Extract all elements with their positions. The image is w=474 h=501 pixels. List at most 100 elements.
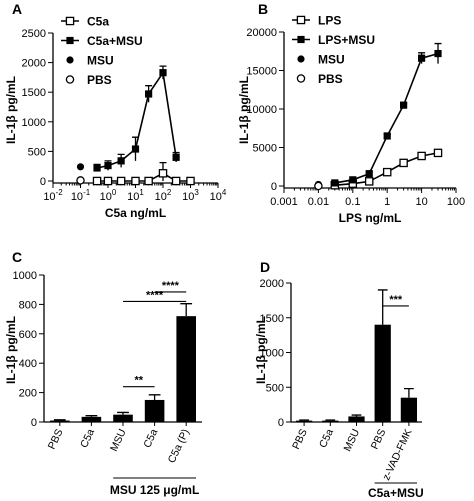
data-point <box>117 157 125 165</box>
bar-c-4 <box>176 316 196 422</box>
x-tick-label-b: 0.01 <box>308 196 329 208</box>
x-tick-base: 10 <box>210 191 222 203</box>
bar-c-0 <box>50 420 70 422</box>
panel-label-b: B <box>258 1 268 17</box>
x-tick-exponent: 2 <box>167 188 172 197</box>
x-tick-label-a: 104 <box>210 188 227 203</box>
y-tick-label-c: 600 <box>19 329 37 341</box>
error-bar-c-1 <box>85 415 98 417</box>
data-point <box>331 179 339 187</box>
x-tick-exponent: 4 <box>222 188 227 197</box>
error-bar-d-3 <box>377 289 388 325</box>
data-point <box>145 90 153 98</box>
error-bar-d-0 <box>299 419 309 421</box>
error-bar-d-4 <box>404 387 414 398</box>
data-point <box>433 148 443 158</box>
category-label-d: PBS <box>290 427 310 451</box>
x-tick-base: 10 <box>127 191 139 203</box>
data-point <box>131 176 140 186</box>
x-axis-label-a: C5a ng/mL <box>105 206 166 220</box>
y-tick-label-b: 5000 <box>253 143 277 155</box>
significance-stars-c: **** <box>146 289 164 301</box>
x-tick-label-a: 102 <box>155 188 172 203</box>
x-tick-exponent: 1 <box>139 188 144 197</box>
bar-d-3 <box>374 324 391 422</box>
legend-label-c5a-msu: C5a+MSU <box>87 34 143 48</box>
data-point <box>76 176 85 185</box>
data-point <box>171 176 181 186</box>
x-tick-label-a: 101 <box>127 188 144 203</box>
legend-label-msu: MSU <box>318 53 345 67</box>
significance-stars-c: ** <box>135 375 144 387</box>
y-tick-label-b: 15000 <box>246 66 277 78</box>
data-point <box>399 158 408 168</box>
y-tick-label-a: 2500 <box>22 28 46 40</box>
panel-label-d: D <box>260 259 270 275</box>
x-tick-label-b: 100 <box>447 196 465 208</box>
y-axis-label-d: IL-1β pg/mL <box>254 316 268 384</box>
series-c5a-msu-a: C5a+MSU <box>61 34 180 172</box>
bar-c-3 <box>144 399 165 422</box>
error-bar-c-2 <box>117 411 129 415</box>
group-label-c: MSU 125 μg/mL <box>110 483 199 497</box>
data-point <box>365 170 373 178</box>
category-label-c: PBS <box>46 427 66 451</box>
legend-marker-c5a <box>65 16 75 26</box>
y-tick-label-d: 1000 <box>260 348 284 360</box>
category-label-c: MSU <box>108 427 129 453</box>
bar-c-2 <box>113 414 133 422</box>
legend-marker-c5a-msu <box>66 36 74 45</box>
data-point <box>103 176 113 186</box>
x-tick-label-b: 0.1 <box>345 196 360 208</box>
category-label-d: MSU <box>341 427 362 453</box>
category-label-d: PBS <box>369 427 389 451</box>
legend-marker-msu <box>297 55 305 63</box>
y-axis-label-a: IL-1β pg/mL <box>4 76 18 144</box>
y-tick-label-d: 1500 <box>260 313 284 325</box>
data-point <box>116 176 126 186</box>
x-tick-exponent: 3 <box>194 188 199 197</box>
y-tick-label-a: 0 <box>40 176 46 188</box>
data-point <box>158 169 168 178</box>
x-axis-label-b: LPS ng/mL <box>339 211 402 225</box>
series-lps-msu-b: LPS+MSU <box>292 33 442 187</box>
error-bar-d-2 <box>351 414 362 417</box>
legend-label-c5a: C5a <box>87 15 109 29</box>
significance-stars-c: **** <box>162 280 180 292</box>
error-bar-c-3 <box>148 394 161 400</box>
bar-d-1 <box>322 420 339 422</box>
bar-d-0 <box>295 420 313 422</box>
data-point <box>400 101 408 109</box>
data-point <box>418 54 426 62</box>
error-bar-d-1 <box>325 419 336 421</box>
y-tick-label-b: 10000 <box>246 104 277 116</box>
bar-d-2 <box>348 416 365 422</box>
legend-marker-msu <box>66 56 74 64</box>
x-tick-label-b: 0.001 <box>270 196 298 208</box>
data-point <box>186 176 195 186</box>
legend-label-msu: MSU <box>87 54 114 68</box>
data-point <box>172 153 180 161</box>
y-tick-label-a: 500 <box>28 146 46 158</box>
y-tick-label-a: 1000 <box>22 117 46 129</box>
bar-c-1 <box>81 416 102 422</box>
series-msu-a: MSU <box>66 54 114 171</box>
x-tick-label-a: 100 <box>100 188 117 203</box>
data-point <box>104 162 112 170</box>
x-tick-label-b: 10 <box>415 196 427 208</box>
data-point <box>314 181 323 191</box>
error-bar-c-4 <box>180 303 193 317</box>
data-point <box>434 49 442 58</box>
x-tick-exponent: 0 <box>112 188 117 197</box>
legend-label-pbs: PBS <box>318 72 343 86</box>
x-tick-label-a: 10-2 <box>43 188 63 203</box>
y-tick-label-d: 2000 <box>260 278 284 290</box>
data-point <box>144 176 153 186</box>
series-line-lps-msu <box>334 52 439 184</box>
data-point <box>159 69 167 77</box>
y-axis-label-c: IL-1β pg/mL <box>4 316 18 384</box>
bar-d-4 <box>400 397 418 422</box>
x-tick-base: 10 <box>71 191 83 203</box>
y-tick-label-c: 0 <box>31 417 37 429</box>
